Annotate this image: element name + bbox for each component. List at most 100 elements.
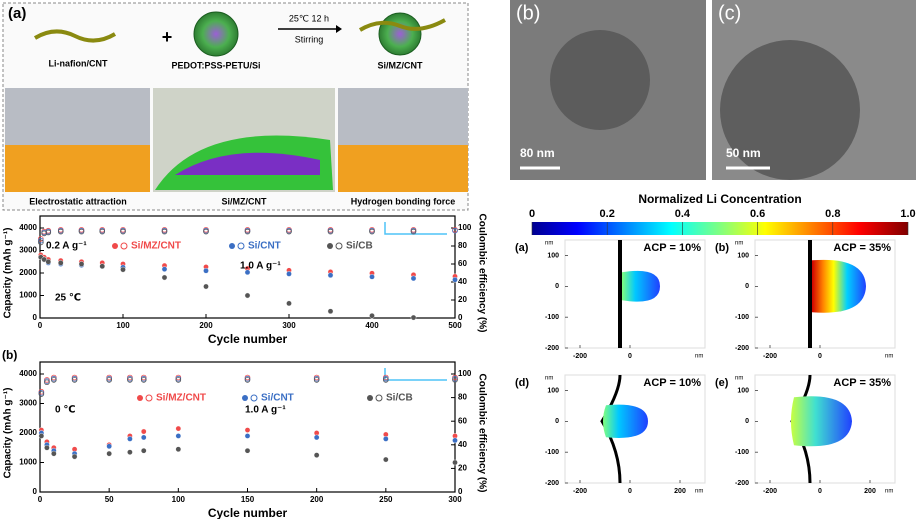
efficiency-point <box>410 228 417 235</box>
y-tick-label: 2000 <box>19 268 37 277</box>
capacity-point <box>127 449 133 455</box>
panel-label: (b) <box>2 348 17 362</box>
legend-marker <box>137 395 143 401</box>
efficiency-point <box>51 377 57 383</box>
efficiency-point <box>244 377 251 383</box>
y-tick-label: 0 <box>555 283 559 290</box>
legend-marker <box>237 242 245 250</box>
colorbar-tick-label: 0.8 <box>825 208 840 220</box>
cnt-icon <box>358 18 446 32</box>
unit-label: nm <box>735 376 743 382</box>
capacity-point <box>44 444 50 451</box>
legend-label: Si/CB <box>346 241 373 252</box>
y2-tick-label: 100 <box>458 369 472 378</box>
product-label: Si/MZ/CNT <box>378 60 423 70</box>
capacity-point <box>244 292 251 299</box>
x-tick-label: 300 <box>282 321 296 330</box>
unit-label: nm <box>695 489 703 495</box>
y-axis-label: Capacity (mAh g⁻¹) <box>3 228 14 319</box>
x-tick-label: 150 <box>241 495 255 504</box>
x-tick-label: 0 <box>38 495 43 504</box>
legend-label: Si/CNT <box>261 393 294 404</box>
annotation: 1.0 A g⁻¹ <box>245 405 286 416</box>
x-tick-label: 500 <box>448 321 462 330</box>
tem-image <box>720 40 860 180</box>
colorbar-tick-label: 1.0 <box>900 208 915 220</box>
capacity-point <box>161 274 168 281</box>
capacity-point <box>106 450 112 457</box>
acp-label: ACP = 10% <box>643 377 701 389</box>
efficiency-point <box>327 228 334 235</box>
annotation: 25 ℃ <box>55 293 81 304</box>
condition: Stirring <box>295 34 324 44</box>
legend-marker <box>250 394 258 402</box>
x-tick-label: 200 <box>864 488 876 495</box>
mechanism-label: Si/MZ/CNT <box>222 196 267 206</box>
y2-tick-label: 0 <box>458 487 463 496</box>
unit-label: nm <box>695 354 703 360</box>
efficiency-point <box>127 377 133 383</box>
x-tick-label: 0 <box>38 321 43 330</box>
capacity-point <box>78 261 85 267</box>
annotation: 0 ℃ <box>55 405 75 416</box>
y-tick-label: -200 <box>545 345 559 352</box>
tem-images: (b) (c) 80 nm 50 nm <box>510 0 916 180</box>
efficiency-point <box>244 228 251 235</box>
panel-label: (a) <box>515 242 529 254</box>
y2-tick-label: 60 <box>458 259 467 268</box>
x-tick-label: -200 <box>573 353 587 360</box>
efficiency-point <box>78 228 85 235</box>
x-tick-label: 250 <box>379 495 393 504</box>
efficiency-point <box>286 228 292 235</box>
capacity-point <box>383 436 389 442</box>
particle-icon <box>378 12 422 56</box>
y2-axis-label: Coulombic efficiency (%) <box>476 214 487 333</box>
capacity-point <box>71 453 78 460</box>
legend-marker <box>375 394 383 402</box>
efficiency-point <box>99 228 106 235</box>
arrow-head <box>336 25 342 33</box>
panel-label: (b) <box>715 242 729 254</box>
x-tick-label: -200 <box>763 353 777 360</box>
schematic: (a) Li-nafion/CNT + PEDOT:PSS-PETU/Si 25… <box>2 2 469 211</box>
capacity-point <box>369 274 375 280</box>
panel-label: (e) <box>715 377 729 389</box>
colorbar <box>532 222 908 235</box>
y-tick-label: 0 <box>555 418 559 425</box>
efficiency-point <box>452 377 458 383</box>
y-tick-label: -200 <box>735 345 749 352</box>
mechanism-image <box>5 145 150 192</box>
efficiency-point <box>120 228 126 235</box>
y2-tick-label: 60 <box>458 416 467 425</box>
particle-icon <box>193 11 239 57</box>
x-tick-label: -200 <box>763 488 777 495</box>
plot-frame <box>39 215 456 319</box>
legend-label: Si/MZ/CNT <box>156 393 206 404</box>
simulation: 0 0.2 0.4 0.6 0.8 1.0 (a) ACP = 10% nm nm 100 0 -100… <box>515 208 916 495</box>
y-tick-label: 0 <box>745 418 749 425</box>
y-tick-label: -100 <box>735 314 749 321</box>
x-tick-label: 0 <box>818 488 822 495</box>
y-tick-label: 1000 <box>19 291 37 300</box>
x-axis-label: Cycle number <box>208 332 288 346</box>
capacity-point <box>99 263 106 270</box>
acp-label: ACP = 10% <box>643 242 701 254</box>
capacity-point <box>313 452 320 458</box>
capacity-point <box>57 260 64 266</box>
tem-image <box>550 30 650 130</box>
panel-label: (c) <box>718 2 741 24</box>
y-tick-label: 100 <box>737 252 749 259</box>
efficiency-point <box>203 228 209 235</box>
capacity-point <box>45 258 52 265</box>
capacity-point <box>286 271 292 277</box>
efficiency-point <box>41 230 47 237</box>
acp-label: ACP = 35% <box>833 377 891 389</box>
reactant-label: PEDOT:PSS-PETU/Si <box>171 60 260 70</box>
capacity-point <box>51 450 57 457</box>
x-tick-label: 100 <box>116 321 130 330</box>
capacity-point <box>410 275 417 282</box>
unit-label: nm <box>545 241 553 247</box>
y-tick-label: 1000 <box>19 458 37 467</box>
capacity-point <box>175 433 182 439</box>
capacity-point <box>106 443 112 450</box>
